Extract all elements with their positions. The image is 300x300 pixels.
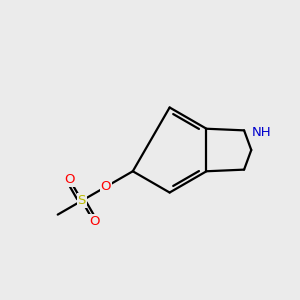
Text: O: O: [100, 180, 111, 193]
Text: S: S: [78, 194, 86, 207]
Text: NH: NH: [251, 127, 271, 140]
Text: O: O: [64, 173, 75, 186]
Text: O: O: [89, 215, 99, 229]
